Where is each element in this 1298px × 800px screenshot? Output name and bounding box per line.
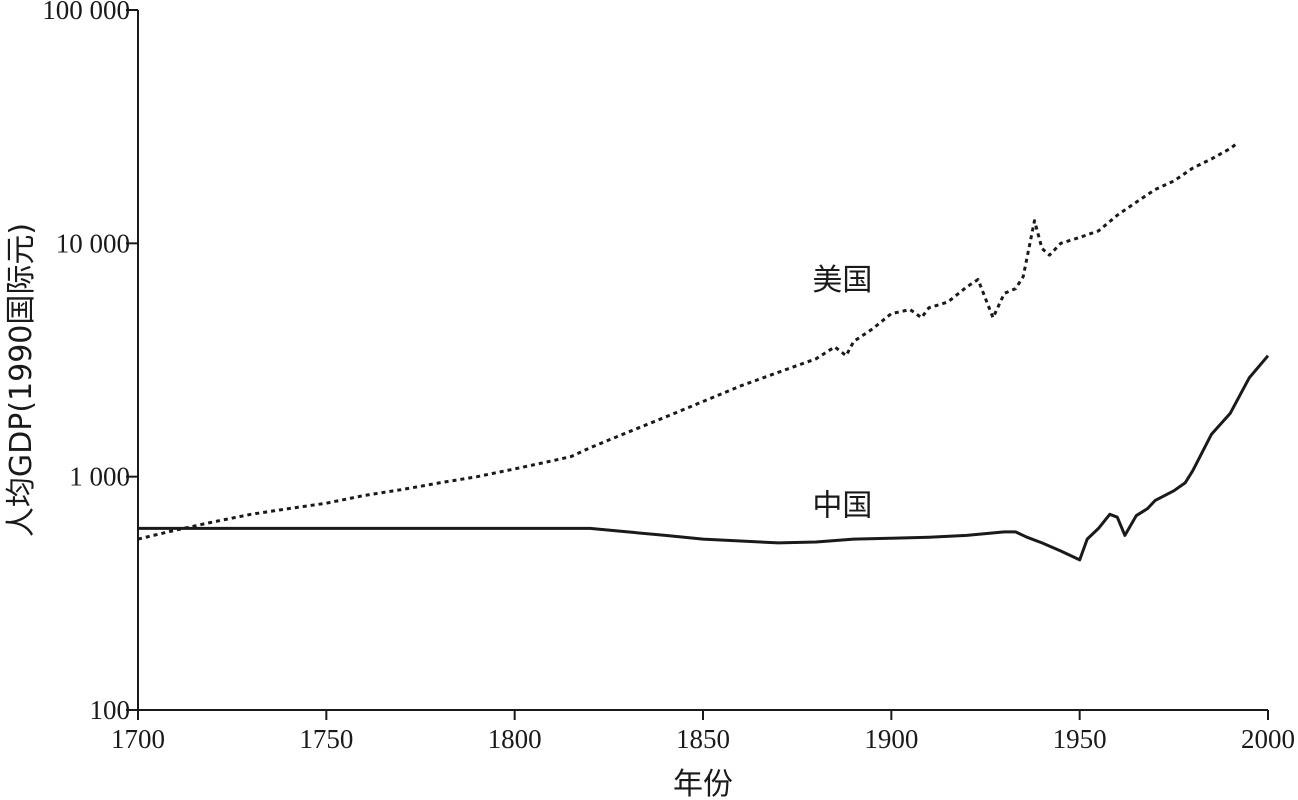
x-tick-label: 1850 xyxy=(676,724,730,754)
y-axis-title: 人均GDP(1990国际元) xyxy=(4,223,39,537)
y-tick-label: 1 000 xyxy=(69,462,130,492)
axes xyxy=(137,10,1268,711)
series-group xyxy=(137,141,1270,562)
series-label: 中国 xyxy=(812,489,872,524)
x-tick-label: 2000 xyxy=(1241,724,1295,754)
y-ticks: 100 1 000 10 000 100 000 xyxy=(42,0,138,725)
series-label: 美国 xyxy=(812,263,872,298)
x-axis-title: 年份 xyxy=(673,767,733,800)
x-tick-label: 1750 xyxy=(299,724,353,754)
x-tick-label: 1700 xyxy=(111,724,165,754)
y-tick-label: 100 xyxy=(90,695,131,725)
y-tick-label: 10 000 xyxy=(56,228,130,258)
x-tick-label: 1950 xyxy=(1053,724,1107,754)
series-line xyxy=(138,354,1270,562)
x-ticks: 1700 1750 1800 1850 1900 1950 2000 xyxy=(111,710,1295,754)
x-tick-label: 1900 xyxy=(864,724,918,754)
series-line xyxy=(137,141,1239,541)
x-tick-label: 1800 xyxy=(488,724,542,754)
y-tick-label: 100 000 xyxy=(42,0,130,25)
